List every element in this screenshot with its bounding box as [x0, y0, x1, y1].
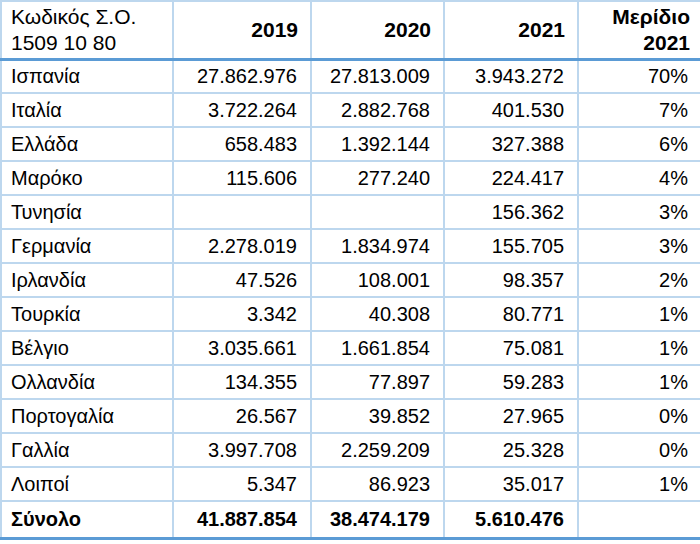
value-2021-cell: 80.771	[444, 297, 578, 331]
share-cell: 2%	[578, 263, 700, 297]
table-row: Ελλάδα 658.483 1.392.144 327.388 6%	[1, 127, 700, 161]
header-cell-2020: 2020	[311, 1, 444, 59]
value-2020-cell: 2.882.768	[311, 93, 444, 127]
value-2021-cell: 224.417	[444, 161, 578, 195]
share-cell: 1%	[578, 331, 700, 365]
trade-data-table: Κωδικός Σ.Ο. 1509 10 80 2019 2020 2021 Μ…	[0, 0, 700, 540]
value-2021-cell: 35.017	[444, 467, 578, 501]
table-body: Ισπανία 27.862.976 27.813.009 3.943.272 …	[1, 59, 700, 501]
value-2020-cell: 40.308	[311, 297, 444, 331]
share-cell: 3%	[578, 229, 700, 263]
total-2019-cell: 41.887.854	[173, 501, 311, 538]
table-row: Ιταλία 3.722.264 2.882.768 401.530 7%	[1, 93, 700, 127]
total-share-cell	[578, 501, 700, 538]
value-2019-cell: 47.526	[173, 263, 311, 297]
value-2021-cell: 155.705	[444, 229, 578, 263]
value-2020-cell: 277.240	[311, 161, 444, 195]
value-2020-cell: 77.897	[311, 365, 444, 399]
total-2020-cell: 38.474.179	[311, 501, 444, 538]
table-row: Τυνησία 156.362 3%	[1, 195, 700, 229]
value-2021-cell: 59.283	[444, 365, 578, 399]
share-cell: 1%	[578, 467, 700, 501]
value-2019-cell: 658.483	[173, 127, 311, 161]
share-cell: 70%	[578, 59, 700, 93]
country-cell: Τυνησία	[1, 195, 173, 229]
value-2019-cell: 3.342	[173, 297, 311, 331]
value-2019-cell: 3.997.708	[173, 433, 311, 467]
table-row: Γερμανία 2.278.019 1.834.974 155.705 3%	[1, 229, 700, 263]
table-row: Μαρόκο 115.606 277.240 224.417 4%	[1, 161, 700, 195]
share-cell: 1%	[578, 365, 700, 399]
table-row: Ιρλανδία 47.526 108.001 98.357 2%	[1, 263, 700, 297]
value-2021-cell: 27.965	[444, 399, 578, 433]
country-cell: Ιρλανδία	[1, 263, 173, 297]
share-cell: 6%	[578, 127, 700, 161]
value-2019-cell: 26.567	[173, 399, 311, 433]
table-row: Γαλλία 3.997.708 2.259.209 25.328 0%	[1, 433, 700, 467]
code-label: Κωδικός Σ.Ο. 1509 10 80	[11, 4, 151, 55]
value-2019-cell: 5.347	[173, 467, 311, 501]
value-2019-cell	[173, 195, 311, 229]
country-cell: Γερμανία	[1, 229, 173, 263]
table-row: Λοιποί 5.347 86.923 35.017 1%	[1, 467, 700, 501]
country-cell: Ελλάδα	[1, 127, 173, 161]
value-2020-cell: 1.834.974	[311, 229, 444, 263]
table-footer: Σύνολο 41.887.854 38.474.179 5.610.476	[1, 501, 700, 538]
share-cell: 7%	[578, 93, 700, 127]
table-row: Βέλγιο 3.035.661 1.661.854 75.081 1%	[1, 331, 700, 365]
share-cell: 4%	[578, 161, 700, 195]
country-cell: Τουρκία	[1, 297, 173, 331]
value-2019-cell: 115.606	[173, 161, 311, 195]
value-2020-cell: 1.661.854	[311, 331, 444, 365]
value-2021-cell: 327.388	[444, 127, 578, 161]
country-cell: Βέλγιο	[1, 331, 173, 365]
value-2021-cell: 75.081	[444, 331, 578, 365]
value-2020-cell: 27.813.009	[311, 59, 444, 93]
value-2019-cell: 3.722.264	[173, 93, 311, 127]
value-2019-cell: 27.862.976	[173, 59, 311, 93]
share-cell: 0%	[578, 399, 700, 433]
total-label-cell: Σύνολο	[1, 501, 173, 538]
country-cell: Πορτογαλία	[1, 399, 173, 433]
share-cell: 1%	[578, 297, 700, 331]
value-2020-cell: 108.001	[311, 263, 444, 297]
value-2019-cell: 2.278.019	[173, 229, 311, 263]
value-2021-cell: 3.943.272	[444, 59, 578, 93]
share-header-label: Μερίδιο 2021	[598, 4, 690, 55]
table-row: Τουρκία 3.342 40.308 80.771 1%	[1, 297, 700, 331]
total-2021-cell: 5.610.476	[444, 501, 578, 538]
header-row: Κωδικός Σ.Ο. 1509 10 80 2019 2020 2021 Μ…	[1, 1, 700, 59]
table-row: Πορτογαλία 26.567 39.852 27.965 0%	[1, 399, 700, 433]
value-2021-cell: 98.357	[444, 263, 578, 297]
share-cell: 0%	[578, 433, 700, 467]
value-2021-cell: 156.362	[444, 195, 578, 229]
country-cell: Μαρόκο	[1, 161, 173, 195]
header-cell-2021: 2021	[444, 1, 578, 59]
value-2021-cell: 401.530	[444, 93, 578, 127]
header-cell-2019: 2019	[173, 1, 311, 59]
value-2021-cell: 25.328	[444, 433, 578, 467]
total-row: Σύνολο 41.887.854 38.474.179 5.610.476	[1, 501, 700, 538]
value-2019-cell: 3.035.661	[173, 331, 311, 365]
table-row: Ολλανδία 134.355 77.897 59.283 1%	[1, 365, 700, 399]
value-2020-cell: 39.852	[311, 399, 444, 433]
value-2020-cell: 1.392.144	[311, 127, 444, 161]
value-2019-cell: 134.355	[173, 365, 311, 399]
share-cell: 3%	[578, 195, 700, 229]
country-cell: Ιταλία	[1, 93, 173, 127]
country-cell: Γαλλία	[1, 433, 173, 467]
country-cell: Ολλανδία	[1, 365, 173, 399]
header-cell-share: Μερίδιο 2021	[578, 1, 700, 59]
value-2020-cell: 86.923	[311, 467, 444, 501]
value-2020-cell: 2.259.209	[311, 433, 444, 467]
table-header: Κωδικός Σ.Ο. 1509 10 80 2019 2020 2021 Μ…	[1, 1, 700, 59]
country-cell: Ισπανία	[1, 59, 173, 93]
value-2020-cell	[311, 195, 444, 229]
country-cell: Λοιποί	[1, 467, 173, 501]
header-cell-code: Κωδικός Σ.Ο. 1509 10 80	[1, 1, 173, 59]
table-row: Ισπανία 27.862.976 27.813.009 3.943.272 …	[1, 59, 700, 93]
